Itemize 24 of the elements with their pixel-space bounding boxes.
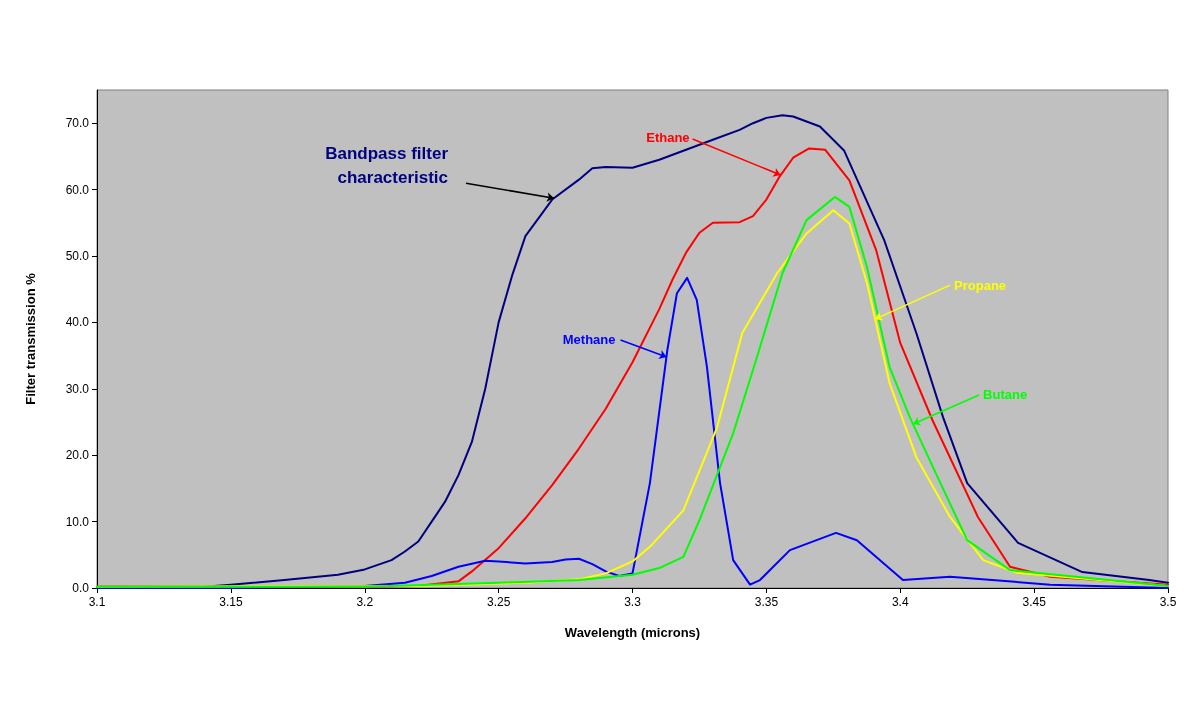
y-tick-label: 60.0 xyxy=(65,182,90,197)
x-tick-label: 3.15 xyxy=(219,595,243,609)
y-tick-label: 70.0 xyxy=(65,116,90,131)
x-tick-label: 3.5 xyxy=(1159,595,1177,609)
x-tick-label: 3.3 xyxy=(624,595,642,609)
y-tick-label: 50.0 xyxy=(65,249,90,263)
x-axis-title: Wavelength (microns) xyxy=(564,625,701,640)
x-tick-label: 3.1 xyxy=(88,595,106,609)
x-tick-label: 3.45 xyxy=(1022,595,1047,609)
annotation: Propane xyxy=(954,277,1007,293)
annotation: Bandpass filter characteristic xyxy=(325,143,449,187)
x-tick-label: 3.4 xyxy=(891,595,909,609)
y-axis-title: Filter transmission % xyxy=(23,272,38,405)
y-tick-label: 40.0 xyxy=(65,315,90,330)
y-tick-label: 0.0 xyxy=(72,581,90,595)
x-tick-label: 3.2 xyxy=(356,595,374,609)
annotation: Ethane xyxy=(646,130,690,146)
x-tick-label: 3.35 xyxy=(754,595,779,609)
x-tick-label: 3.25 xyxy=(486,595,511,609)
y-tick-label: 20.0 xyxy=(65,448,90,463)
annotation: Methane xyxy=(562,332,616,348)
y-tick-label: 30.0 xyxy=(65,381,90,396)
y-tick-label: 10.0 xyxy=(65,514,90,529)
annotation: Butane xyxy=(983,387,1028,403)
